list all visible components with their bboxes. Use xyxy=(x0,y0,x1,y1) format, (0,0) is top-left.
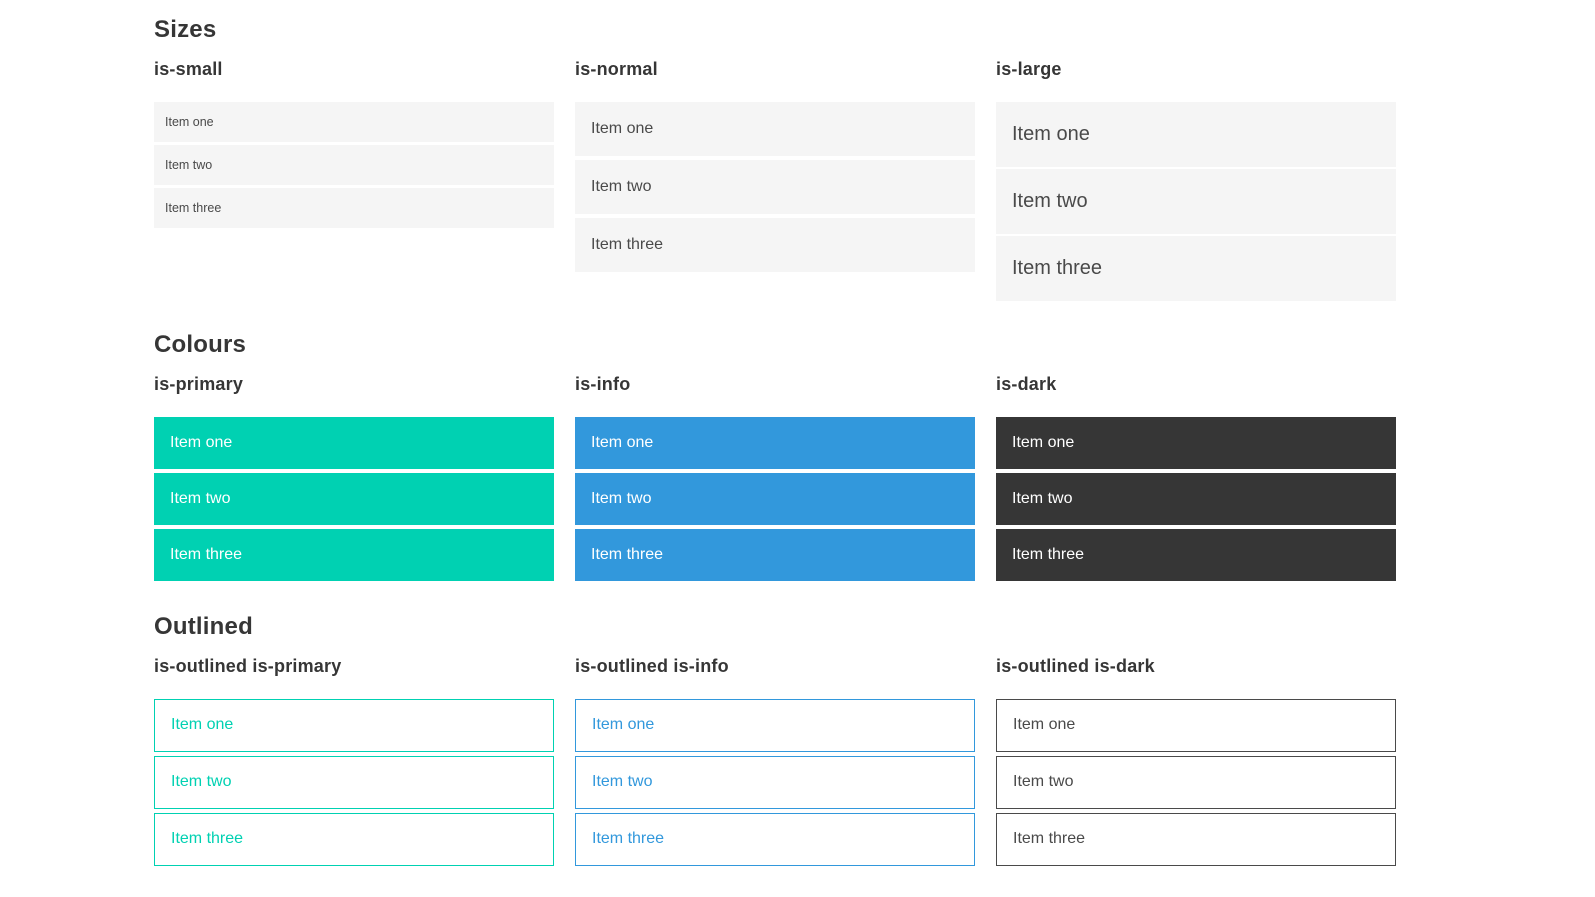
list-is-large: Item one Item two Item three xyxy=(996,101,1396,301)
group-is-info: is-info Item one Item two Item three xyxy=(575,374,975,585)
group-label: is-outlined is-info xyxy=(575,656,729,677)
group-is-dark: is-dark Item one Item two Item three xyxy=(996,374,1396,585)
group-label: is-info xyxy=(575,374,631,395)
list-item[interactable]: Item one xyxy=(575,698,975,752)
section-title: Sizes xyxy=(154,16,217,43)
list-item[interactable]: Item two xyxy=(996,168,1396,234)
group-is-outlined-is-dark: is-outlined is-dark Item one Item two Item … xyxy=(996,656,1396,870)
list-is-outlined-is-dark: Item one Item two Item three xyxy=(996,698,1396,866)
list-item[interactable]: Item one xyxy=(996,416,1396,469)
list-item[interactable]: Item three xyxy=(996,235,1396,301)
group-label: is-large xyxy=(996,59,1062,80)
list-item[interactable]: Item one xyxy=(154,698,554,752)
list-is-dark: Item one Item two Item three xyxy=(996,416,1396,581)
list-item[interactable]: Item one xyxy=(575,416,975,469)
list-item[interactable]: Item one xyxy=(154,101,554,142)
section-colours: Colours is-primary Item one Item two Item th… xyxy=(154,329,1595,585)
section-title: Outlined xyxy=(154,612,253,640)
sections-container: Sizes is-small Item one Item two Item three i… xyxy=(154,14,1595,870)
list-is-info: Item one Item two Item three xyxy=(575,416,975,581)
group-is-outlined-is-info: is-outlined is-info Item one Item two Item … xyxy=(575,656,975,870)
group-is-small: is-small Item one Item two Item three xyxy=(154,59,554,231)
list-item[interactable]: Item two xyxy=(996,755,1396,809)
list-is-small: Item one Item two Item three xyxy=(154,101,554,228)
section-sizes: Sizes is-small Item one Item two Item three i… xyxy=(154,14,1595,303)
group-label: is-normal xyxy=(575,59,658,80)
list-item[interactable]: Item one xyxy=(575,101,975,156)
list-item[interactable]: Item three xyxy=(154,187,554,228)
section-title: Colours xyxy=(154,330,247,358)
group-label: is-outlined is-primary xyxy=(154,656,342,677)
list-item[interactable]: Item one xyxy=(154,416,554,469)
list-item[interactable]: Item three xyxy=(154,528,554,581)
group-is-outlined-is-primary: is-outlined is-primary Item one Item two It… xyxy=(154,656,554,870)
section-columns: is-outlined is-primary Item one Item two It… xyxy=(154,656,1595,870)
list-item[interactable]: Item one xyxy=(996,101,1396,167)
group-label: is-outlined is-dark xyxy=(996,656,1155,677)
list-item[interactable]: Item three xyxy=(154,812,554,866)
list-item[interactable]: Item three xyxy=(996,528,1396,581)
list-item[interactable]: Item three xyxy=(996,812,1396,866)
section-outlined: Outlined is-outlined is-primary Item one It… xyxy=(154,611,1595,870)
list-item[interactable]: Item one xyxy=(996,698,1396,752)
list-item[interactable]: Item three xyxy=(575,812,975,866)
group-label: is-primary xyxy=(154,374,244,395)
list-item[interactable]: Item two xyxy=(996,472,1396,525)
list-item[interactable]: Item three xyxy=(575,217,975,272)
list-is-outlined-is-info: Item one Item two Item three xyxy=(575,698,975,866)
list-item[interactable]: Item two xyxy=(575,472,975,525)
group-is-large: is-large Item one Item two Item three xyxy=(996,59,1396,303)
section-columns: is-primary Item one Item two Item three is-i… xyxy=(154,374,1595,585)
list-is-primary: Item one Item two Item three xyxy=(154,416,554,581)
group-is-primary: is-primary Item one Item two Item three xyxy=(154,374,554,585)
list-is-outlined-is-primary: Item one Item two Item three xyxy=(154,698,554,866)
list-item[interactable]: Item two xyxy=(575,755,975,809)
list-item[interactable]: Item two xyxy=(154,472,554,525)
group-is-normal: is-normal Item one Item two Item three xyxy=(575,59,975,276)
list-item[interactable]: Item two xyxy=(154,144,554,185)
list-item[interactable]: Item two xyxy=(575,159,975,214)
list-item[interactable]: Item two xyxy=(154,755,554,809)
list-item[interactable]: Item three xyxy=(575,528,975,581)
group-label: is-small xyxy=(154,59,223,80)
group-label: is-dark xyxy=(996,374,1057,395)
list-is-normal: Item one Item two Item three xyxy=(575,101,975,272)
section-columns: is-small Item one Item two Item three is-nor… xyxy=(154,59,1595,303)
